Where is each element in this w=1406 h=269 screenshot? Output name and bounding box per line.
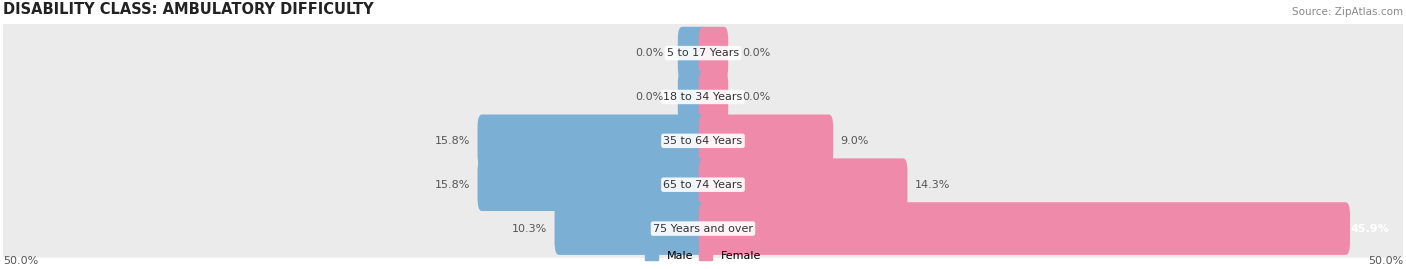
Text: 0.0%: 0.0%: [742, 92, 770, 102]
Text: 0.0%: 0.0%: [636, 92, 664, 102]
Text: 0.0%: 0.0%: [636, 48, 664, 58]
Text: 5 to 17 Years: 5 to 17 Years: [666, 48, 740, 58]
FancyBboxPatch shape: [554, 202, 707, 255]
FancyBboxPatch shape: [0, 156, 1406, 214]
FancyBboxPatch shape: [699, 27, 728, 79]
FancyBboxPatch shape: [699, 71, 728, 123]
Text: 18 to 34 Years: 18 to 34 Years: [664, 92, 742, 102]
Text: 50.0%: 50.0%: [1368, 256, 1403, 266]
FancyBboxPatch shape: [678, 27, 707, 79]
FancyBboxPatch shape: [0, 200, 1406, 258]
Legend: Male, Female: Male, Female: [640, 246, 766, 266]
Text: 15.8%: 15.8%: [434, 180, 471, 190]
FancyBboxPatch shape: [699, 115, 834, 167]
FancyBboxPatch shape: [478, 158, 707, 211]
Text: 9.0%: 9.0%: [841, 136, 869, 146]
Text: 50.0%: 50.0%: [3, 256, 38, 266]
Text: 14.3%: 14.3%: [914, 180, 950, 190]
FancyBboxPatch shape: [678, 71, 707, 123]
FancyBboxPatch shape: [699, 202, 1350, 255]
Text: 45.9%: 45.9%: [1351, 224, 1389, 233]
Text: 15.8%: 15.8%: [434, 136, 471, 146]
Text: Source: ZipAtlas.com: Source: ZipAtlas.com: [1292, 7, 1403, 17]
Text: 35 to 64 Years: 35 to 64 Years: [664, 136, 742, 146]
FancyBboxPatch shape: [0, 68, 1406, 126]
Text: 75 Years and over: 75 Years and over: [652, 224, 754, 233]
FancyBboxPatch shape: [0, 112, 1406, 170]
Text: 0.0%: 0.0%: [742, 48, 770, 58]
FancyBboxPatch shape: [478, 115, 707, 167]
Text: DISABILITY CLASS: AMBULATORY DIFFICULTY: DISABILITY CLASS: AMBULATORY DIFFICULTY: [3, 2, 374, 17]
Text: 65 to 74 Years: 65 to 74 Years: [664, 180, 742, 190]
FancyBboxPatch shape: [0, 24, 1406, 82]
FancyBboxPatch shape: [699, 158, 907, 211]
Text: 10.3%: 10.3%: [512, 224, 547, 233]
